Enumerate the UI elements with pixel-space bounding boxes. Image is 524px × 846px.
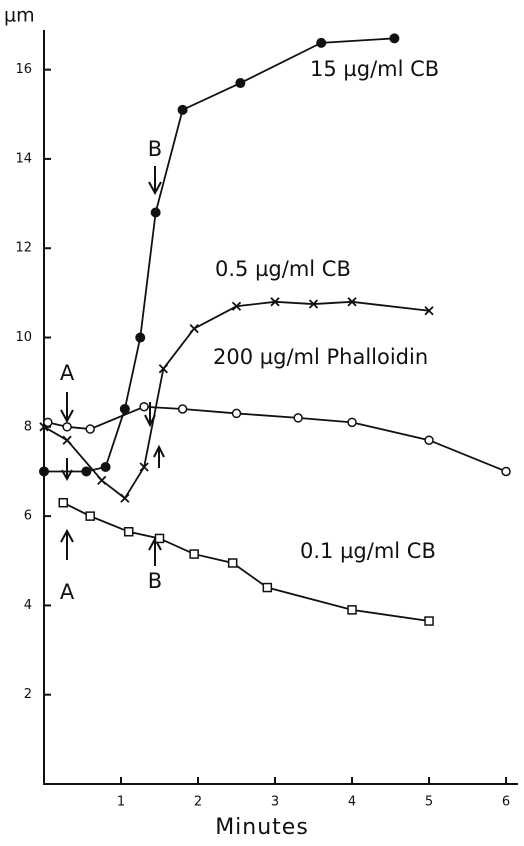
point — [177, 104, 188, 115]
point — [85, 511, 95, 521]
y-tick-label: 2 — [24, 687, 32, 702]
x-tick-label: 3 — [271, 795, 279, 810]
x-tick-label: 2 — [194, 795, 202, 810]
point — [139, 401, 149, 412]
y-tick-label: 12 — [15, 241, 32, 256]
point — [262, 582, 273, 593]
x-tick-label: 6 — [502, 795, 510, 810]
x-tick-label: 4 — [348, 795, 356, 810]
series — [58, 497, 434, 626]
point — [231, 301, 242, 311]
x-tick-label: 1 — [117, 795, 125, 810]
point — [123, 526, 134, 537]
point — [119, 403, 130, 414]
point — [97, 475, 107, 486]
point — [189, 323, 199, 334]
point — [85, 424, 95, 434]
point — [58, 497, 69, 508]
series-line — [44, 37, 395, 473]
series — [39, 33, 400, 477]
x-tick-label: 5 — [425, 795, 433, 810]
annotation: A — [60, 361, 75, 385]
y-tick-label: 14 — [15, 151, 32, 166]
y-tick-label: 8 — [24, 419, 32, 434]
point — [231, 408, 242, 419]
x-axis-label: Minutes — [215, 815, 309, 840]
point — [347, 417, 357, 428]
point — [39, 466, 49, 477]
point — [347, 605, 357, 615]
series-line — [43, 300, 430, 500]
series-label: 0.5 µg/ml CB — [215, 257, 351, 281]
point — [389, 33, 400, 44]
point — [158, 364, 168, 374]
point — [62, 435, 72, 445]
point — [424, 435, 434, 445]
series-line — [47, 405, 507, 473]
y-tick-label: 10 — [15, 330, 32, 345]
point — [235, 78, 246, 89]
y-tick-label: 4 — [24, 598, 32, 613]
point — [227, 558, 238, 568]
point — [347, 297, 357, 307]
point — [189, 549, 199, 559]
point — [177, 404, 188, 414]
point — [293, 413, 303, 423]
series-label: 0.1 µg/ml CB — [300, 539, 436, 563]
arrows — [60, 166, 165, 566]
series-label: 200 µg/ml Phalloidin — [213, 345, 428, 369]
y-tick-label: 6 — [24, 509, 32, 524]
point — [139, 462, 149, 472]
annotation: B — [148, 569, 162, 593]
point — [424, 616, 434, 626]
y-axis-label: µm — [4, 5, 35, 27]
point — [150, 207, 161, 218]
series — [43, 401, 511, 477]
point — [316, 37, 327, 48]
point — [120, 493, 130, 503]
point — [135, 332, 146, 343]
axes — [43, 30, 518, 785]
point — [62, 422, 72, 432]
point — [501, 466, 511, 477]
annotation: A — [60, 580, 75, 604]
annotation: B — [148, 137, 162, 161]
series — [39, 297, 434, 503]
point — [270, 297, 280, 307]
point — [308, 299, 319, 309]
point — [100, 462, 111, 473]
point — [43, 417, 53, 428]
series-label: 15 µg/ml CB — [310, 57, 439, 81]
y-tick-label: 16 — [15, 62, 32, 77]
point — [154, 533, 165, 544]
point — [81, 466, 92, 477]
point — [424, 306, 434, 316]
